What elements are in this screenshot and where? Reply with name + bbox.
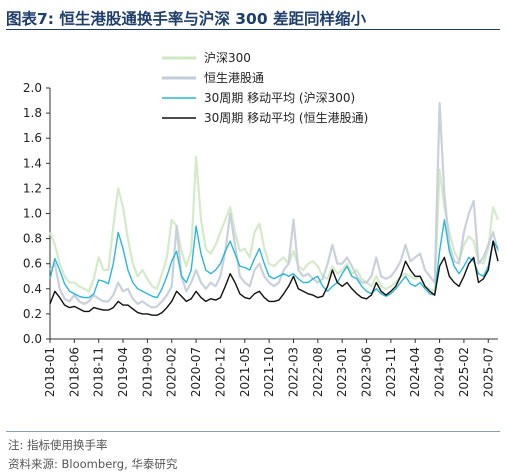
x-tick-label: 2023-06 [360, 347, 374, 397]
x-tick-label: 2022-08 [311, 347, 325, 397]
series-line-4 [49, 240, 499, 316]
footer-rule [6, 431, 500, 432]
y-tick-label: 0.6 [23, 257, 42, 271]
chart-title: 图表7: 恒生港股通换手率与沪深 300 差距同样缩小 [6, 10, 367, 28]
x-tick-label: 2020-12 [213, 347, 227, 397]
x-tick-label: 2019-04 [116, 347, 130, 397]
x-tick-label: 2020-02 [165, 347, 179, 397]
y-tick-label: 1.4 [23, 156, 42, 170]
series-line-2 [49, 101, 500, 309]
x-tick-label: 2022-03 [286, 347, 300, 397]
footnote-indicator: 注: 指标使用换手率 [8, 438, 108, 452]
y-tick-label: 2.0 [23, 81, 42, 95]
x-tick-label: 2021-05 [238, 347, 252, 397]
figure-header: 图表7: 恒生港股通换手率与沪深 300 差距同样缩小 [6, 4, 500, 30]
x-tick-label: 2024-04 [408, 347, 422, 397]
line-chart: 0.0 0.2 0.4 0.6 0.8 1.0 1.2 1.4 1.6 1.8 2.0 2018-01… [23, 51, 500, 397]
x-tick-label: 2024-09 [433, 347, 447, 397]
y-tick-label: 0.2 [23, 307, 42, 321]
x-tick-label: 2018-11 [92, 347, 106, 397]
x-tick-label: 2018-01 [43, 347, 57, 397]
legend-label-4: 30周期 移动平均 (恒生港股通) [204, 111, 368, 125]
series-line-3 [49, 219, 499, 299]
x-tick-label: 2018-06 [67, 347, 81, 397]
x-tick-label: 2023-01 [335, 347, 349, 397]
chart-axes: 0.0 0.2 0.4 0.6 0.8 1.0 1.2 1.4 1.6 1.8 2.0 2018-01… [23, 81, 498, 397]
header-rule [6, 29, 500, 30]
x-tick-label: 2023-11 [384, 347, 398, 397]
footnote-source: 资料来源: Bloomberg, 华泰研究 [8, 457, 178, 471]
series-layer [48, 101, 500, 316]
chart-legend: 沪深300 恒生港股通 30周期 移动平均 (沪深300) 30周期 移动平均 (恒生… [162, 51, 368, 125]
series-line-1 [48, 155, 500, 293]
x-tick-label: 2025-02 [457, 347, 471, 397]
x-tick-label: 2020-07 [189, 347, 203, 397]
y-tick-label: 0.8 [23, 232, 42, 246]
y-tick-label: 1.8 [23, 106, 42, 120]
y-tick-label: 1.2 [23, 181, 42, 195]
x-tick-label: 2025-07 [481, 347, 495, 397]
legend-label-3: 30周期 移动平均 (沪深300) [204, 91, 355, 105]
legend-label-2: 恒生港股通 [204, 71, 264, 85]
x-tick-label: 2021-10 [262, 347, 276, 397]
y-tick-label: 0.0 [23, 332, 42, 346]
y-tick-label: 0.4 [23, 282, 42, 296]
x-tick-label: 2019-09 [140, 347, 154, 397]
y-tick-label: 1.6 [23, 131, 42, 145]
legend-label-1: 沪深300 [204, 51, 251, 65]
y-tick-label: 1.0 [23, 207, 42, 221]
